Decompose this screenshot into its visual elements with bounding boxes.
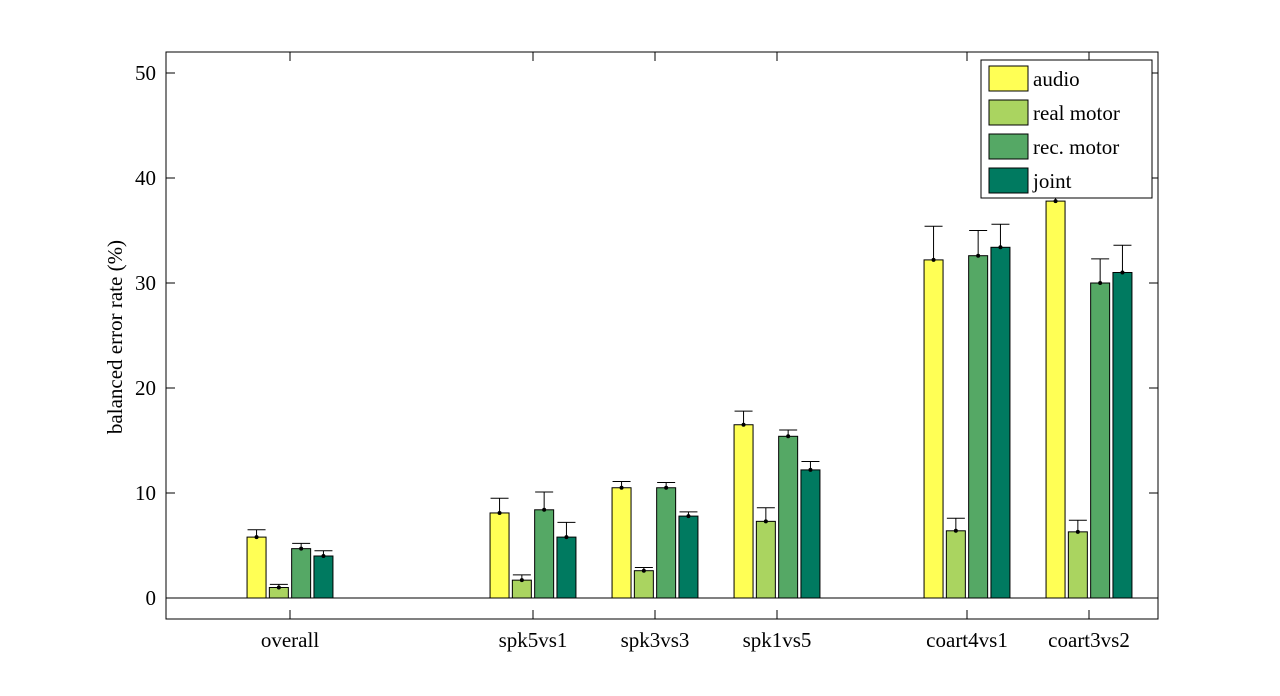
bar xyxy=(633,570,654,599)
x-axis-category-labels: overall spk5vs1 spk3vs3 spk1vs5 coart4vs1 coa… xyxy=(261,52,1130,652)
mean-marker xyxy=(1120,270,1125,275)
mean-marker xyxy=(254,535,259,540)
bar xyxy=(556,536,577,599)
bar xyxy=(291,548,312,599)
mean-marker xyxy=(641,568,646,573)
plot-frame xyxy=(165,51,1159,620)
bar xyxy=(990,246,1011,599)
legend-label: audio xyxy=(1033,67,1080,91)
mean-marker xyxy=(976,253,981,258)
mean-marker xyxy=(931,257,936,262)
legend-swatch xyxy=(988,99,1029,126)
mean-marker xyxy=(276,585,281,590)
mean-marker xyxy=(321,554,326,558)
mean-marker xyxy=(741,422,746,427)
mean-marker xyxy=(808,467,813,472)
x-tick-label: overall xyxy=(261,628,319,652)
mean-marker xyxy=(1098,281,1103,285)
mean-marker xyxy=(564,535,569,540)
mean-marker xyxy=(763,519,768,524)
legend: audio real motor rec. motor joint xyxy=(980,59,1153,199)
mean-marker xyxy=(998,245,1003,250)
bar xyxy=(733,424,754,599)
bar xyxy=(755,520,776,599)
bar xyxy=(800,469,821,599)
bar xyxy=(534,509,555,599)
mean-marker xyxy=(619,485,624,490)
mean-marker xyxy=(1053,199,1058,204)
bar xyxy=(1112,272,1133,599)
bar xyxy=(678,515,699,599)
bar xyxy=(923,259,944,599)
bar xyxy=(1067,531,1088,599)
bar xyxy=(968,255,989,599)
x-tick-label: coart3vs2 xyxy=(1048,628,1130,652)
y-axis-title: balanced error rate (%) xyxy=(103,240,127,434)
mean-marker xyxy=(686,514,691,519)
bar xyxy=(778,435,799,599)
x-tick-label: coart4vs1 xyxy=(926,628,1008,652)
y-tick-label: 10 xyxy=(135,481,156,505)
bar xyxy=(1090,282,1111,599)
y-tick-label: 50 xyxy=(135,61,156,85)
bar xyxy=(656,487,677,599)
legend-swatch xyxy=(988,65,1029,92)
mean-marker xyxy=(953,528,958,533)
bar xyxy=(511,579,532,599)
y-tick-label: 30 xyxy=(135,271,156,295)
bar xyxy=(611,487,632,599)
bar xyxy=(1045,200,1066,599)
bar xyxy=(246,536,267,599)
mean-marker xyxy=(299,546,304,551)
mean-marker xyxy=(786,434,791,439)
legend-items: audio real motor rec. motor joint xyxy=(988,65,1120,194)
mean-marker xyxy=(664,485,669,490)
legend-label: joint xyxy=(1032,169,1072,193)
y-axis-ticks: 0 10 20 30 40 50 xyxy=(135,61,1158,610)
legend-label: real motor xyxy=(1033,101,1120,125)
legend-swatch xyxy=(988,167,1029,194)
mean-marker xyxy=(497,510,502,515)
legend-label: rec. motor xyxy=(1033,135,1119,159)
x-tick-label: spk3vs3 xyxy=(621,628,690,652)
mean-marker xyxy=(1075,529,1080,534)
y-tick-label: 40 xyxy=(135,166,156,190)
mean-marker xyxy=(519,578,524,583)
bar xyxy=(489,512,510,599)
bar xyxy=(313,555,334,599)
legend-swatch xyxy=(988,133,1029,160)
mean-marker xyxy=(542,507,547,512)
bar xyxy=(945,530,966,599)
y-tick-label: 20 xyxy=(135,376,156,400)
x-tick-label: spk5vs1 xyxy=(499,628,568,652)
y-tick-label: 0 xyxy=(146,586,157,610)
x-tick-label: spk1vs5 xyxy=(743,628,812,652)
